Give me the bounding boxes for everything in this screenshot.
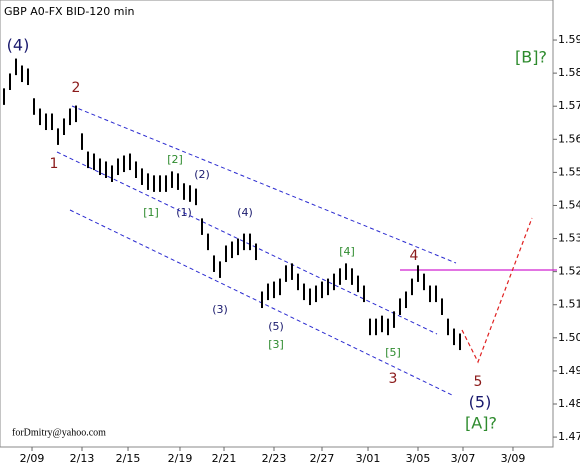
wave-label: 3 (389, 371, 398, 387)
x-tick-label: 3/01 (356, 452, 381, 465)
channel-upper (71, 105, 457, 264)
projection (461, 217, 533, 364)
wave-label: forDmitry@yahoo.com (12, 427, 106, 438)
wave-label: 1 (50, 156, 59, 172)
wave-label: 2 (72, 80, 81, 96)
x-tick-label: 2/13 (70, 452, 95, 465)
wave-label: [3] (268, 338, 284, 351)
y-tick-label: 1.50 (558, 331, 580, 344)
wave-label: (5) (268, 320, 284, 333)
y-tick-label: 1.53 (558, 232, 580, 245)
wave-label: (4) (7, 36, 30, 55)
wave-label: [2] (167, 153, 183, 166)
x-tick-label: 2/21 (212, 452, 237, 465)
y-tick-label: 1.48 (558, 397, 580, 410)
wave-label: [5] (385, 346, 401, 359)
y-tick-label: 1.52 (558, 265, 580, 278)
channel-lower (69, 209, 453, 396)
wave-label: (3) (212, 303, 228, 316)
y-tick-label: 1.55 (558, 165, 580, 178)
y-tick-label: 1.54 (558, 198, 580, 211)
x-tick-label: 2/27 (310, 452, 335, 465)
x-tick-label: 3/07 (451, 452, 476, 465)
wave-label: [A]? (465, 414, 497, 433)
y-tick-label: 1.47 (558, 430, 580, 443)
channel-lines (56, 105, 457, 396)
x-tick-label: 2/23 (262, 452, 287, 465)
wave-label: (2) (194, 168, 210, 181)
wave-label: (5) (469, 393, 492, 412)
wave-label: [B]? (515, 48, 547, 67)
y-tick-label: 1.59 (558, 33, 580, 46)
wave-label: 4 (410, 248, 419, 264)
y-tick-label: 1.57 (558, 99, 580, 112)
x-tick-label: 2/19 (168, 452, 193, 465)
y-tick-label: 1.49 (558, 364, 580, 377)
wave-label: [4] (339, 245, 355, 258)
y-tick-label: 1.51 (558, 298, 580, 311)
wave-label: (1) (176, 206, 192, 219)
y-tick-label: 1.58 (558, 66, 580, 79)
wave-label: (4) (237, 206, 253, 219)
x-tick-label: 2/09 (20, 452, 45, 465)
channel-middle (56, 151, 438, 335)
plot-frame (0, 0, 554, 448)
x-tick-label: 3/09 (501, 452, 526, 465)
x-tick-label: 3/05 (406, 452, 431, 465)
chart-title: GBP A0-FX BID-120 min (4, 5, 135, 18)
wave-label: [1] (143, 206, 159, 219)
x-tick-label: 2/15 (116, 452, 141, 465)
y-tick-label: 1.56 (558, 132, 580, 145)
wave-label: 5 (474, 374, 483, 390)
